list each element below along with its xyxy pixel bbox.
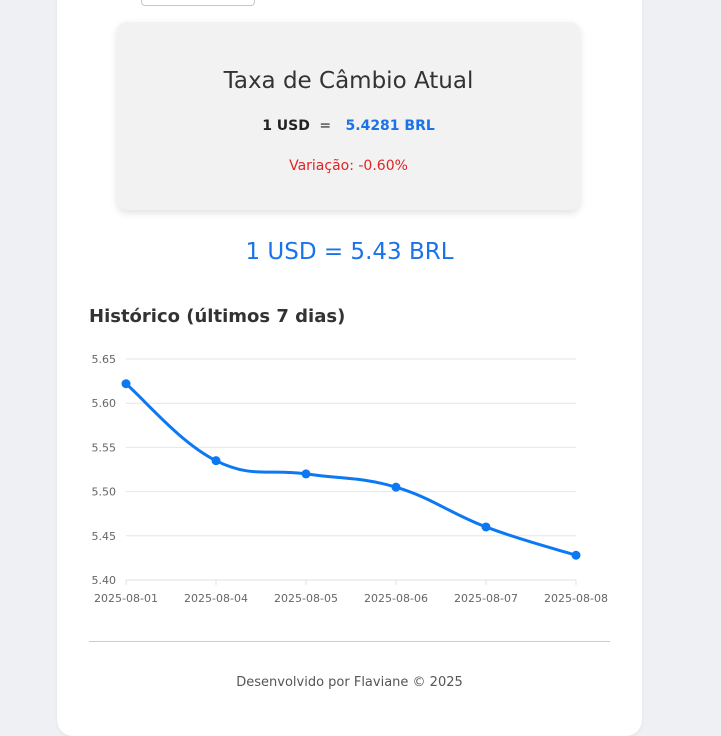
history-title: Histórico (últimos 7 dias) <box>89 306 346 327</box>
footer-divider <box>89 641 610 642</box>
rate-base: 1 USD <box>262 118 310 134</box>
rate-variation: Variação: -0.60% <box>289 158 408 174</box>
rate-value: 5.4281 BRL <box>345 118 435 134</box>
rate-equals: = <box>319 118 332 134</box>
rate-card-title: Taxa de Câmbio Atual <box>223 68 474 94</box>
rate-card: Taxa de Câmbio Atual 1 USD = 5.4281 BRL … <box>117 22 580 210</box>
footer-text: Desenvolvido por Flaviane © 2025 <box>236 675 463 690</box>
rate-line: 1 USD = 5.4281 BRL <box>117 118 580 134</box>
conversion-result: 1 USD = 5.43 BRL <box>245 239 454 265</box>
currency-select[interactable] <box>141 0 255 6</box>
